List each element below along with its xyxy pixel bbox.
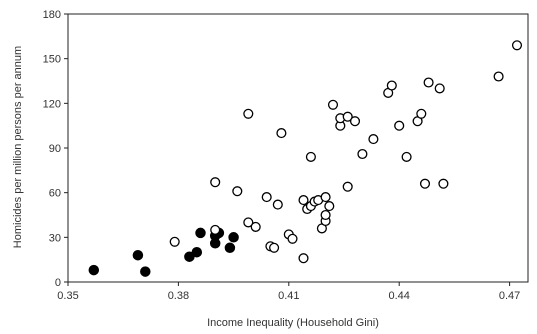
data-point-open (386, 80, 397, 91)
y-axis-ticks: 0 30 60 90 120 150 180 (43, 9, 68, 289)
data-point-open (342, 111, 353, 122)
data-point-open (210, 177, 221, 188)
data-point-open (210, 224, 221, 235)
x-axis-title: Income Inequality (Household Gini) (207, 317, 379, 329)
x-tick-label: 0.35 (57, 290, 78, 302)
data-point-open (349, 116, 361, 127)
data-point-open (419, 178, 431, 189)
data-point-open (511, 40, 523, 51)
x-tick-label: 0.47 (499, 290, 520, 302)
data-point-open (298, 195, 309, 206)
data-point-open (243, 217, 254, 228)
x-tick-label: 0.38 (168, 290, 189, 302)
data-point-open (493, 71, 504, 82)
x-tick-label: 0.41 (278, 290, 299, 302)
data-point-open (357, 148, 368, 160)
y-tick-label: 60 (49, 188, 61, 200)
data-point-filled (184, 251, 195, 262)
data-point-open (320, 192, 331, 203)
data-point-open (287, 233, 298, 244)
x-axis-ticks: 0.35 0.38 0.41 0.44 0.47 (57, 282, 520, 302)
data-point-open (368, 134, 379, 145)
data-point-open (327, 99, 339, 110)
data-point-open (320, 209, 331, 221)
y-axis-title: Homicides per million persons per annum (12, 46, 24, 248)
data-point-open (434, 83, 445, 94)
data-point-filled (228, 232, 239, 243)
data-points (88, 40, 523, 277)
data-point-open (232, 186, 243, 197)
data-point-open (305, 151, 316, 162)
data-point-filled (195, 227, 206, 239)
data-point-open (261, 192, 272, 203)
data-point-open (416, 108, 427, 119)
y-axis-title-text: Homicides per million persons per annum (12, 46, 24, 248)
data-point-filled (140, 266, 151, 277)
y-tick-label: 120 (43, 98, 61, 110)
data-point-filled (88, 264, 100, 276)
data-point-open (324, 201, 335, 212)
y-tick-label: 150 (43, 54, 61, 66)
data-point-filled (191, 246, 203, 258)
data-point-open (169, 236, 180, 247)
y-tick-label: 30 (49, 232, 61, 244)
data-point-open (272, 199, 283, 210)
y-tick-label: 90 (49, 143, 61, 155)
y-tick-label: 0 (55, 277, 61, 289)
data-point-open (401, 151, 412, 162)
data-point-open (276, 128, 287, 139)
data-point-open (250, 221, 261, 232)
data-point-open (394, 120, 405, 131)
data-point-open (438, 178, 449, 189)
data-point-open (423, 77, 434, 88)
data-point-open (269, 242, 280, 253)
data-point-open (243, 108, 254, 119)
data-point-filled (224, 242, 236, 254)
x-tick-label: 0.44 (388, 290, 409, 302)
plot-frame (67, 13, 529, 283)
data-point-filled (132, 249, 144, 261)
data-point-open (342, 181, 353, 192)
y-tick-label: 180 (43, 9, 61, 21)
data-point-open (298, 253, 309, 264)
